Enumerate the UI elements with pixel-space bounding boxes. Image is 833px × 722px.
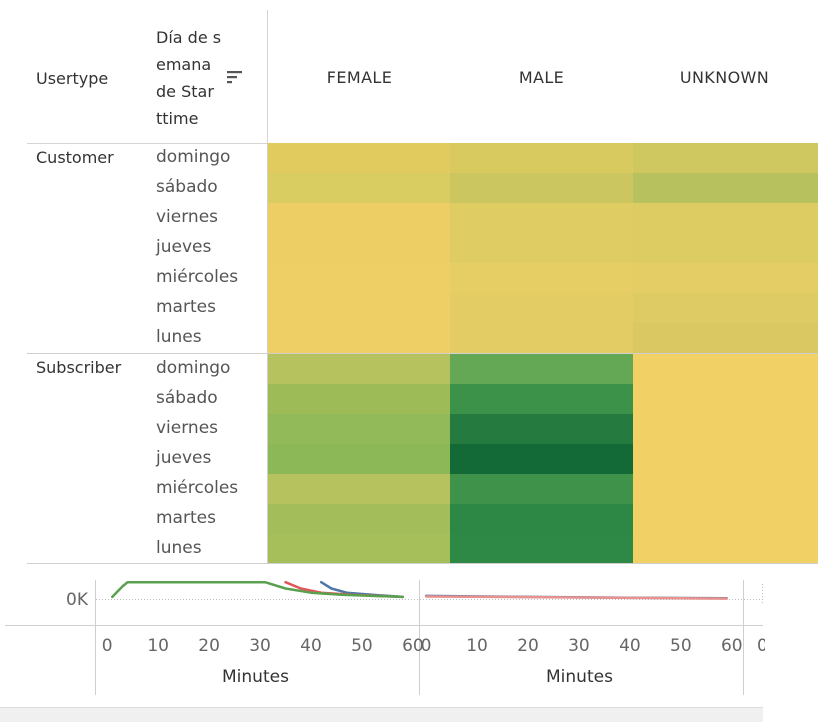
heatmap-cell[interactable] — [633, 384, 818, 414]
x-tick-label: 30 — [249, 636, 271, 656]
minutes-line-charts — [5, 580, 763, 695]
heatmap-cell[interactable] — [450, 534, 633, 564]
heatmap-cell[interactable] — [268, 263, 450, 293]
x-tick-label: 0 — [101, 636, 113, 656]
heatmap-cell[interactable] — [450, 444, 633, 474]
day-label-subscriber-6: lunes — [156, 538, 202, 558]
heatmap-cell[interactable] — [450, 293, 633, 323]
clipped-tick: 0 — [757, 636, 765, 656]
heatmap-cell[interactable] — [450, 323, 633, 353]
day-label-customer-3: jueves — [156, 237, 212, 257]
x-axis-title-right: Minutes — [546, 667, 613, 687]
x-tick-label: 20 — [198, 636, 220, 656]
heatmap-cell[interactable] — [633, 534, 818, 564]
heatmap-cell[interactable] — [633, 143, 818, 173]
usertype-header: Usertype — [36, 69, 109, 88]
day-label-subscriber-4: miércoles — [156, 478, 239, 498]
heatmap-cell[interactable] — [633, 233, 818, 263]
x-tick-label: 20 — [517, 636, 539, 656]
x-tick-label: 40 — [300, 636, 322, 656]
heatmap-cell[interactable] — [450, 384, 633, 414]
heatmap-cell[interactable] — [450, 474, 633, 504]
heatmap-cell[interactable] — [268, 384, 450, 414]
x-tick-label: 40 — [619, 636, 641, 656]
x-tick-label: 10 — [466, 636, 488, 656]
heatmap-cell[interactable] — [633, 354, 818, 384]
heatmap-cell[interactable] — [633, 323, 818, 353]
heatmap-cell[interactable] — [268, 354, 450, 384]
x-tick-label: 60 — [402, 636, 424, 656]
heatmap-cell[interactable] — [268, 233, 450, 263]
horizontal-scrollbar[interactable] — [0, 707, 763, 722]
heatmap-cell[interactable] — [633, 444, 818, 474]
heatmap-cell[interactable] — [450, 173, 633, 203]
heatmap-cell[interactable] — [633, 203, 818, 233]
column-header-unknown: UNKNOWN — [679, 68, 770, 87]
heatmap-cell[interactable] — [268, 323, 450, 353]
group-label-customer: Customer — [36, 148, 114, 167]
heatmap-cell[interactable] — [450, 354, 633, 384]
group-label-subscriber: Subscriber — [36, 358, 122, 377]
day-label-subscriber-2: viernes — [156, 418, 219, 438]
column-header-female: FEMALE — [326, 68, 393, 87]
series-line-1-1 — [424, 595, 728, 600]
group-separator — [27, 353, 818, 354]
day-label-customer-4: miércoles — [156, 267, 239, 287]
day-of-week-header: Día de s emana de Star ttime — [156, 28, 222, 128]
x-tick-label: 50 — [670, 636, 692, 656]
heatmap-cell[interactable] — [633, 173, 818, 203]
heatmap-grid — [268, 143, 818, 564]
x-tick-label: 10 — [147, 636, 169, 656]
heatmap-cell[interactable] — [268, 474, 450, 504]
header-vertical-divider — [267, 10, 268, 143]
day-label-customer-1: sábado — [156, 177, 218, 197]
heatmap-cell[interactable] — [450, 233, 633, 263]
y-tick-0k: 0K — [66, 590, 88, 610]
x-axis-title-left: Minutes — [222, 667, 289, 687]
x-tick-label: 30 — [568, 636, 590, 656]
heatmap-cell[interactable] — [450, 504, 633, 534]
heatmap-cell[interactable] — [450, 263, 633, 293]
day-label-customer-0: domingo — [156, 147, 231, 167]
day-label-customer-6: lunes — [156, 327, 202, 347]
day-label-subscriber-0: domingo — [156, 358, 231, 378]
heatmap-cell[interactable] — [268, 534, 450, 564]
heatmap-cell[interactable] — [633, 504, 818, 534]
heatmap-cell[interactable] — [268, 444, 450, 474]
heatmap-cell[interactable] — [268, 143, 450, 173]
x-tick-label: 60 — [720, 636, 743, 656]
series-line-0-2 — [111, 580, 404, 599]
day-label-subscriber-1: sábado — [156, 388, 218, 408]
heatmap-cell[interactable] — [450, 203, 633, 233]
heatmap-cell[interactable] — [633, 293, 818, 323]
day-label-customer-5: martes — [156, 297, 216, 317]
heatmap-cell[interactable] — [268, 173, 450, 203]
heatmap-cell[interactable] — [633, 414, 818, 444]
heatmap-cell[interactable] — [268, 203, 450, 233]
day-label-customer-2: viernes — [156, 207, 219, 227]
heatmap-cell[interactable] — [450, 414, 633, 444]
heatmap-cell[interactable] — [633, 474, 818, 504]
day-label-subscriber-3: jueves — [156, 448, 212, 468]
column-header-male: MALE — [518, 68, 565, 87]
heatmap-left-border — [267, 143, 268, 564]
heatmap-cell[interactable] — [633, 263, 818, 293]
heatmap-cell[interactable] — [268, 414, 450, 444]
sort-descending-icon[interactable] — [227, 70, 243, 84]
heatmap-cell[interactable] — [268, 504, 450, 534]
x-tick-label: 50 — [351, 636, 373, 656]
heatmap-cell[interactable] — [268, 293, 450, 323]
heatmap-bottom-border — [27, 563, 818, 564]
day-label-subscriber-5: martes — [156, 508, 216, 528]
heatmap-cell[interactable] — [450, 143, 633, 173]
x-tick-label: 0 — [420, 636, 432, 656]
